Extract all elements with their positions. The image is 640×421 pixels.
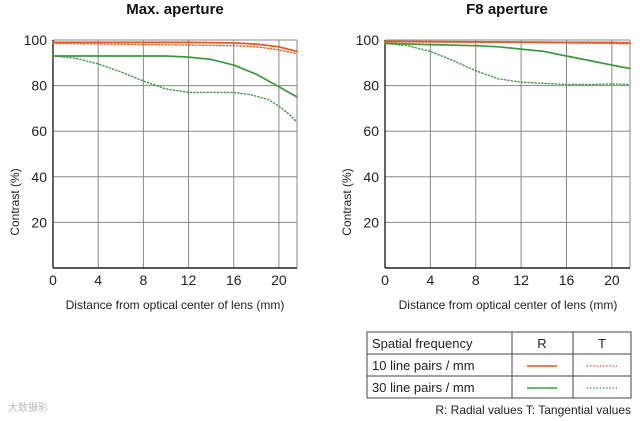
y-tick-label: 20: [363, 214, 379, 230]
series-line-30-line-pairs-mm-r: [384, 42, 631, 70]
x-tick-label: 0: [381, 272, 389, 288]
series-line-10-line-pairs-mm-t: [384, 41, 631, 45]
chart-max-aperture: Max. aperture 0 4 8 12 16 20 20 40 60 80 100 Dista…: [8, 1, 298, 312]
x-tick-label: 12: [513, 272, 529, 288]
y-axis-label: Contrast (%): [8, 168, 22, 235]
chart-f8-aperture: F8 aperture 0 4 8 12 16 20 20 40 60 80 100 Distanc…: [340, 1, 631, 312]
y-tick-label: 100: [24, 32, 48, 48]
series-line-10-line-pairs-mm-t: [52, 42, 298, 55]
x-tick-label: 4: [426, 272, 434, 288]
y-tick-label: 60: [363, 123, 379, 139]
x-tick-label: 12: [181, 272, 197, 288]
x-tick-label: 16: [559, 272, 575, 288]
watermark: 大数摄影: [8, 401, 48, 414]
chart-title: Max. aperture: [126, 1, 224, 18]
x-tick-label: 0: [49, 272, 57, 288]
y-tick-label: 80: [363, 78, 379, 94]
x-tick-label: 8: [139, 272, 147, 288]
legend-note: R: Radial values T: Tangential values: [435, 403, 631, 417]
x-tick-label: 4: [94, 272, 102, 288]
y-tick-label: 20: [31, 214, 47, 230]
legend-col-r: R: [537, 336, 546, 351]
y-axis-label: Contrast (%): [340, 168, 354, 235]
series-line-10-line-pairs-mm-r: [52, 41, 298, 53]
x-tick-label: 8: [472, 272, 480, 288]
legend-border: [366, 331, 632, 399]
y-tick-label: 80: [31, 78, 47, 94]
x-axis-label: Distance from optical center of lens (mm…: [399, 298, 618, 312]
y-tick-label: 100: [356, 32, 380, 48]
legend-row-label-30lp: 30 line pairs / mm: [372, 380, 475, 395]
legend-row-label-10lp: 10 line pairs / mm: [372, 358, 475, 373]
chart-title: F8 aperture: [466, 1, 548, 18]
x-axis-label: Distance from optical center of lens (mm…: [66, 298, 285, 312]
y-tick-label: 40: [31, 169, 47, 185]
legend-col-t: T: [598, 336, 606, 351]
legend-table: Spatial frequency R T 10 line pairs / mm…: [366, 331, 632, 399]
y-tick-label: 40: [363, 169, 379, 185]
series-line-30-line-pairs-mm-t: [52, 55, 298, 123]
x-tick-label: 20: [271, 272, 287, 288]
legend-header: Spatial frequency: [372, 336, 473, 351]
y-tick-label: 60: [31, 123, 47, 139]
series-line-30-line-pairs-mm-r: [52, 55, 298, 98]
series-line-30-line-pairs-mm-t: [384, 42, 631, 86]
x-tick-label: 20: [604, 272, 620, 288]
x-tick-label: 16: [226, 272, 242, 288]
